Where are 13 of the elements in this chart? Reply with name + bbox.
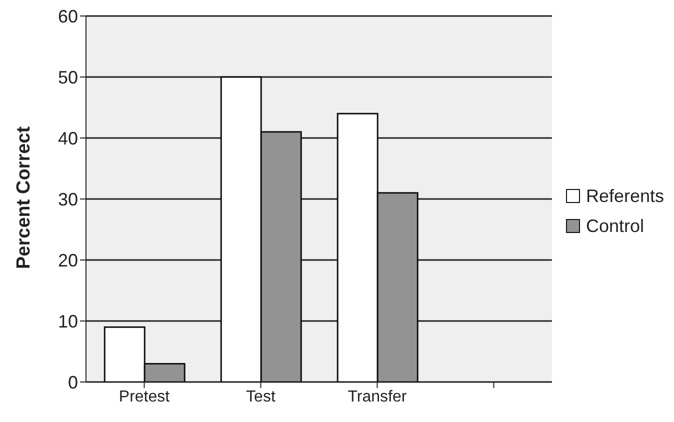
y-tick-label: 60: [58, 6, 78, 26]
x-tick-label: Test: [246, 388, 276, 406]
legend-label: Control: [586, 215, 644, 238]
y-tick-label: 0: [68, 372, 78, 392]
x-tick-label: Transfer: [348, 388, 408, 406]
x-tick-label: Pretest: [118, 388, 170, 406]
y-tick-label: 50: [58, 67, 78, 88]
legend-label: Referents: [586, 185, 664, 208]
y-tick-label: 10: [58, 311, 78, 332]
y-axis-title: Percent Correct: [14, 126, 35, 269]
y-tick-label: 40: [58, 128, 78, 148]
y-tick-label: 30: [58, 189, 78, 210]
y-tick-label: 20: [58, 250, 78, 270]
